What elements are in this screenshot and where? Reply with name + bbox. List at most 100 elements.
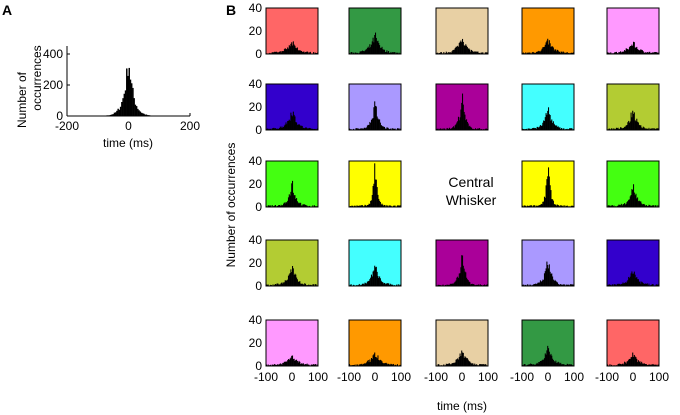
panel-b-bar <box>571 52 573 54</box>
panel-b-bar <box>272 284 274 286</box>
panel-b-bar <box>635 193 637 207</box>
panel-b-bar <box>357 52 359 54</box>
panel-b-bar <box>438 364 440 366</box>
panel-b-bar <box>383 363 385 366</box>
panel-b-bar <box>545 42 547 54</box>
panel-b-bar <box>641 204 643 207</box>
panel-b-bar <box>623 127 625 130</box>
panel-b-bar <box>548 348 550 366</box>
panel-b-bar <box>544 117 546 130</box>
panel-b-bar <box>534 205 536 207</box>
panel-b-bar <box>550 46 552 54</box>
panel-b-bar <box>529 52 531 54</box>
panel-b-bar <box>475 284 477 286</box>
panel-b-bar <box>296 48 298 54</box>
panel-b-bar <box>272 364 274 366</box>
panel-b-bar <box>439 284 441 286</box>
panel-b-bar <box>306 363 308 366</box>
panel-b-bar <box>451 363 453 366</box>
panel-b-bar <box>656 205 658 207</box>
panel-b-bar <box>375 356 377 366</box>
panel-b-bar <box>442 284 444 286</box>
panel-b-bar <box>620 284 622 286</box>
panel-b-bar <box>277 52 279 54</box>
panel-b-bar <box>627 122 629 130</box>
panel-b-bar <box>285 49 287 54</box>
panel-b-bar <box>361 284 363 286</box>
panel-b-bar <box>646 364 648 366</box>
panel-b-bar <box>311 128 313 130</box>
panel-b-bar <box>471 363 473 366</box>
panel-b-bar <box>459 353 461 366</box>
panel-b-bar <box>568 52 570 54</box>
panel-b-bar <box>296 124 298 130</box>
panel-b-bar <box>556 204 558 207</box>
panel-b-bar <box>546 261 548 286</box>
panel-b-bar <box>538 205 540 207</box>
panel-b-bar <box>536 283 538 286</box>
panel-b-bar <box>377 40 379 54</box>
panel-b-bar <box>279 364 281 366</box>
panel-a-bar <box>145 114 148 116</box>
panel-b-bar <box>629 46 631 54</box>
panel-b-bar <box>563 52 565 54</box>
panel-b-bar <box>548 176 550 207</box>
panel-b-bar <box>287 279 289 286</box>
panel-b-bar <box>465 272 467 286</box>
panel-b-bar <box>568 128 570 130</box>
panel-b-bar <box>539 51 541 54</box>
panel-b-bar <box>641 50 643 54</box>
panel-b-bar <box>380 124 382 130</box>
panel-b-bar <box>620 203 622 207</box>
panel-b-bar <box>648 51 650 54</box>
panel-b-bar <box>466 45 468 54</box>
panel-a-bar <box>118 109 121 116</box>
panel-b-bar <box>279 51 281 54</box>
panel-b-bar <box>570 128 572 130</box>
panel-b-bar <box>562 205 564 207</box>
panel-b-bar <box>625 48 627 54</box>
panel-b-bar <box>304 364 306 366</box>
panel-b-bar <box>467 280 469 286</box>
panel-b-bar <box>309 51 311 54</box>
panel-a-bar <box>124 90 127 116</box>
panel-b-bar <box>535 283 537 286</box>
panel-b-bar <box>478 284 480 286</box>
panel-b-bar <box>631 271 633 286</box>
panel-b-bar <box>613 284 615 286</box>
panel-b-bar <box>472 128 474 130</box>
panel-b-bar <box>271 364 273 366</box>
panel-b-bar <box>541 360 543 366</box>
panel-b-bar <box>556 126 558 130</box>
panel-b-bar <box>285 280 287 286</box>
panel-b-bar <box>310 364 312 366</box>
panel-b-bar <box>649 51 651 54</box>
panel-b-bar <box>532 51 534 54</box>
panel-b-bar <box>525 52 527 54</box>
panel-b-bar <box>480 128 482 130</box>
panel-b-bar <box>524 364 526 366</box>
panel-b-bar <box>619 363 621 366</box>
panel-b-bar <box>301 205 303 207</box>
panel-b-bar <box>461 42 463 54</box>
panel-b-bar <box>383 49 385 54</box>
panel-b-bar <box>635 357 637 366</box>
panel-b-cell-frame <box>265 7 319 55</box>
panel-b-bar <box>388 363 390 366</box>
panel-b-bar <box>455 46 457 54</box>
panel-b-bar <box>631 117 633 130</box>
panel-b-bar <box>611 205 613 207</box>
panel-b-bar <box>619 284 621 286</box>
panel-b-bar <box>481 52 483 54</box>
panel-b-bar <box>383 49 385 54</box>
panel-b-bar <box>570 364 572 366</box>
panel-b-bar <box>372 186 374 207</box>
panel-a-bar <box>133 98 135 116</box>
panel-b-bar <box>635 121 637 130</box>
panel-b-bar <box>648 127 650 130</box>
panel-b-bar <box>375 105 377 130</box>
panel-b-bar <box>648 204 650 207</box>
panel-b-bar <box>550 190 552 207</box>
panel-b-bar <box>484 52 486 54</box>
panel-b-bar <box>629 196 631 207</box>
